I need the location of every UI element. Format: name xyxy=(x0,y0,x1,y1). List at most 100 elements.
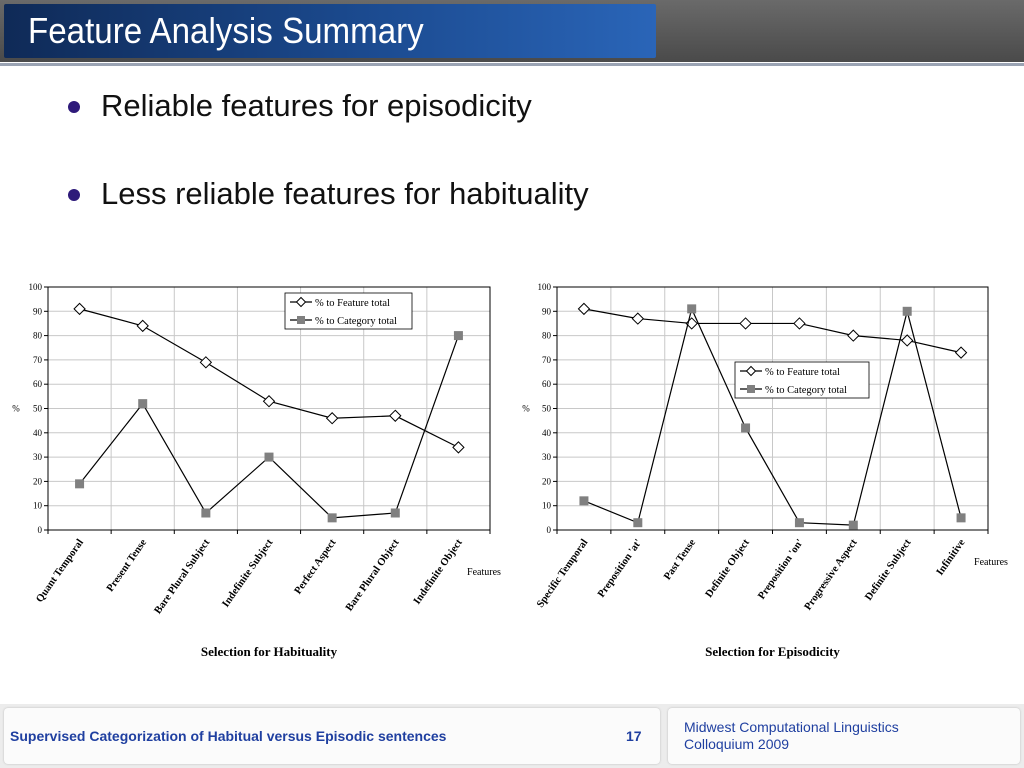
y-tick-label: 60 xyxy=(33,379,43,389)
y-tick-label: 0 xyxy=(547,525,552,535)
y-tick-label: 20 xyxy=(542,476,552,486)
x-tick-label: Infinitive xyxy=(935,537,968,578)
y-tick-label: 70 xyxy=(33,355,43,365)
data-point-diamond xyxy=(793,317,806,330)
data-point-diamond xyxy=(199,356,213,369)
data-point-square xyxy=(902,306,912,316)
data-point-diamond xyxy=(739,317,752,330)
footer: Supervised Categorization of Habitual ve… xyxy=(0,704,1024,768)
chart-title: Selection for Habituality xyxy=(201,644,338,659)
series-line xyxy=(583,308,962,354)
legend-box xyxy=(284,292,413,330)
y-tick-label: 50 xyxy=(542,404,552,414)
footer-left-panel xyxy=(4,708,660,764)
legend-label: % to Category total xyxy=(765,385,847,396)
data-point-square xyxy=(327,513,337,523)
plot-area xyxy=(47,286,491,531)
x-tick-label: Definite Subject xyxy=(863,537,914,603)
x-tick-label: Preposition 'at' xyxy=(596,537,644,599)
bullet-dot-icon xyxy=(68,189,80,201)
chart-title: Selection for Episodicity xyxy=(705,644,840,659)
y-tick-label: 20 xyxy=(33,476,43,486)
title-divider xyxy=(0,63,1024,66)
y-tick-label: 60 xyxy=(542,379,552,389)
x-tick-label: Quant Temporal xyxy=(34,537,86,604)
data-point-square xyxy=(138,399,148,409)
data-point-diamond xyxy=(900,334,914,347)
data-point-square xyxy=(687,304,697,314)
data-point-diamond xyxy=(954,346,968,359)
x-tick-label: Perfect Aspect xyxy=(293,537,339,596)
y-tick-label: 90 xyxy=(33,306,43,316)
legend-marker-diamond xyxy=(745,365,757,377)
episodicity-chart: 0 10 20 30 40 50 60 70 80 90 100% Features Selection… xyxy=(522,282,1008,659)
x-axis-label: Features xyxy=(467,567,501,578)
y-tick-label: 40 xyxy=(542,428,552,438)
data-point-diamond xyxy=(73,302,86,316)
habituality-chart: 0 10 20 30 40 50 60 70 80 90 100% Features Selection… xyxy=(12,282,501,659)
x-tick-label: Specific Temporal xyxy=(535,537,590,610)
y-axis-label: % xyxy=(12,404,20,414)
data-point-square xyxy=(956,513,966,523)
x-tick-label: Progressive Aspect xyxy=(803,537,860,612)
y-tick-label: 10 xyxy=(33,501,43,511)
title-bar: Feature Analysis Summary xyxy=(0,0,1024,66)
legend-marker-diamond xyxy=(295,296,307,308)
y-tick-label: 30 xyxy=(542,452,552,462)
y-tick-label: 40 xyxy=(33,428,43,438)
y-axis-label: % xyxy=(522,404,530,414)
y-tick-label: 80 xyxy=(33,331,43,341)
legend-label: % to Category total xyxy=(315,316,397,327)
slide-title: Feature Analysis Summary xyxy=(28,10,424,51)
y-tick-label: 0 xyxy=(38,525,43,535)
x-tick-label: Past Tense xyxy=(662,537,698,582)
series-line xyxy=(79,335,459,519)
conference-name-line1: Midwest Computational Linguistics xyxy=(684,719,899,735)
x-tick-label: Bare Plural Object xyxy=(344,537,402,613)
data-point-diamond xyxy=(631,312,645,325)
data-point-square xyxy=(741,423,751,433)
data-point-diamond xyxy=(452,441,465,454)
data-point-diamond xyxy=(325,412,339,425)
x-tick-label: Indefinite Subject xyxy=(220,537,275,609)
data-point-square xyxy=(453,331,463,341)
y-tick-label: 50 xyxy=(33,404,43,414)
x-tick-label: Definite Object xyxy=(704,537,753,600)
bullet-text: Less reliable features for habituality xyxy=(101,176,589,211)
data-point-square xyxy=(264,452,274,462)
footer-right-panel xyxy=(668,708,1020,764)
data-point-diamond xyxy=(389,409,402,422)
legend-marker-square xyxy=(297,316,305,324)
x-tick-label: Preposition 'on' xyxy=(756,537,806,601)
legend-label: % to Feature total xyxy=(765,367,840,378)
data-point-square xyxy=(75,479,85,489)
data-point-square xyxy=(633,518,643,528)
series-line xyxy=(583,307,962,526)
data-point-diamond xyxy=(262,395,276,408)
series-line xyxy=(79,308,459,448)
data-point-diamond xyxy=(577,302,591,316)
y-tick-label: 100 xyxy=(538,282,552,292)
data-point-square xyxy=(794,518,804,528)
x-tick-label: Bare Plural Subject xyxy=(153,537,213,616)
title-banner xyxy=(4,4,656,58)
x-axis-label: Features xyxy=(974,557,1008,568)
bullet-text: Reliable features for episodicity xyxy=(101,88,532,123)
y-tick-label: 70 xyxy=(542,355,552,365)
conference-name-line2: Colloquium 2009 xyxy=(684,736,790,752)
y-tick-label: 30 xyxy=(33,452,43,462)
data-point-square xyxy=(390,508,400,518)
y-tick-label: 10 xyxy=(542,501,552,511)
y-tick-label: 80 xyxy=(542,331,552,341)
data-point-square xyxy=(848,520,858,530)
page-number: 17 xyxy=(626,728,642,744)
x-tick-label: Present Tense xyxy=(105,537,149,594)
data-point-diamond xyxy=(136,319,149,333)
data-point-square xyxy=(579,496,589,506)
data-point-square xyxy=(201,508,211,518)
bullet-dot-icon xyxy=(68,101,80,113)
legend-label: % to Feature total xyxy=(315,298,390,309)
legend-marker-square xyxy=(747,385,755,393)
data-point-diamond xyxy=(847,329,860,342)
plot-area xyxy=(556,286,989,531)
